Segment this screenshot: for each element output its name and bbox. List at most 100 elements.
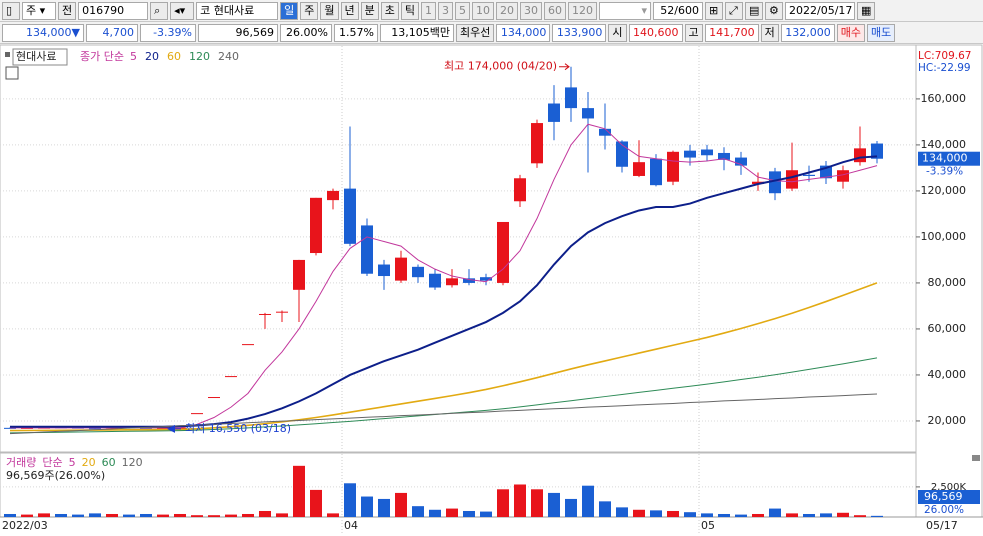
volume-bar — [412, 506, 424, 517]
volume-legend-entry: 5 — [69, 456, 76, 469]
tool-icon[interactable]: ▤ — [745, 1, 763, 20]
candle-body — [582, 108, 594, 119]
tool-icon[interactable]: ⤢ — [725, 1, 743, 20]
volume-title: 거래량 — [6, 456, 36, 469]
candle-body — [446, 278, 458, 286]
volume-bar — [803, 513, 815, 517]
candle-body — [497, 221, 509, 283]
period-button[interactable]: 일 — [280, 1, 299, 20]
legend-icon — [5, 52, 10, 57]
candle-body — [769, 171, 781, 194]
candle-body — [463, 278, 475, 283]
name-box[interactable]: 코 현대사료 — [196, 1, 279, 20]
volume-bar — [361, 496, 373, 517]
sound-button[interactable]: ◂▾ — [170, 1, 195, 20]
volume-ma-label: 단순 — [42, 456, 62, 469]
volume-bar — [786, 513, 798, 517]
count-box[interactable]: 52/600 — [653, 1, 703, 20]
candle-body — [480, 277, 492, 281]
volume-bar — [718, 513, 730, 517]
candle-body — [565, 87, 577, 109]
period-button[interactable]: 틱 — [400, 1, 419, 20]
bid: 133,900 — [552, 23, 607, 42]
legend-entry: 60 — [167, 50, 181, 63]
market-select[interactable]: 주 ▾ — [22, 1, 56, 20]
buy-button[interactable]: 매수 — [836, 23, 865, 42]
period-button[interactable]: 월 — [320, 1, 339, 20]
interval-button[interactable]: 10 — [472, 1, 494, 20]
volume-bar — [633, 509, 645, 517]
sell-button[interactable]: 매도 — [867, 23, 896, 42]
calendar-icon[interactable]: ▦ — [857, 1, 875, 20]
candle-body — [395, 257, 407, 281]
legend-entry: 20 — [145, 50, 159, 63]
toolbar: ▯ 주 ▾ 전 016790 ⌕ ◂▾ 코 현대사료 일 주 월 년 분 초 틱… — [0, 0, 983, 22]
lc-label: LC:709.67 — [918, 50, 971, 62]
low-label: 저 — [760, 23, 779, 42]
volume-bar — [480, 511, 492, 517]
tool-icon[interactable]: ⊞ — [705, 1, 723, 20]
volume-bar — [548, 492, 560, 517]
open-label: 시 — [608, 23, 627, 42]
candle-body — [208, 397, 220, 399]
ask: 134,000 — [496, 23, 551, 42]
candle-body — [140, 427, 152, 429]
candle-body — [412, 266, 424, 278]
search-button[interactable]: ⌕ — [150, 1, 169, 20]
candle-body — [548, 103, 560, 122]
legend-entry: 240 — [218, 50, 239, 63]
change-pct: -3.39% — [140, 23, 196, 42]
candle-body — [871, 143, 883, 159]
interval-select[interactable]: ▾ — [599, 1, 651, 20]
volume-bar — [531, 489, 543, 517]
prev-button[interactable]: 전 — [58, 1, 77, 20]
candle-body — [106, 427, 118, 429]
volume-bar — [378, 498, 390, 517]
market: 주 — [26, 3, 37, 17]
date-box[interactable]: 2022/05/17 — [785, 1, 855, 20]
candle-body — [701, 149, 713, 156]
volume-bar — [208, 515, 220, 517]
volume-bar — [4, 513, 16, 517]
annotation-arrow — [559, 63, 570, 71]
interval-button[interactable]: 5 — [455, 1, 470, 20]
interval-button[interactable]: 20 — [496, 1, 518, 20]
legend-title: 현대사료 — [16, 50, 56, 63]
settings-icon[interactable]: ⚙ — [765, 1, 783, 20]
volume-bar — [650, 510, 662, 517]
period-button[interactable]: 분 — [360, 1, 379, 20]
y-tick-label: 160,000 — [921, 92, 967, 105]
market2: 코 — [200, 3, 211, 17]
interval-button[interactable]: 1 — [421, 1, 436, 20]
interval-button[interactable]: 60 — [544, 1, 566, 20]
period-button[interactable]: 초 — [380, 1, 399, 20]
volume-bar — [72, 514, 84, 517]
annotation: 최저 16,550 (03/18) — [185, 422, 291, 435]
period-button[interactable]: 년 — [340, 1, 359, 20]
period-button[interactable]: 주 — [300, 1, 319, 20]
volume-bar — [769, 508, 781, 517]
axis-panel — [915, 44, 983, 518]
interval-button[interactable]: 30 — [520, 1, 542, 20]
price-panel — [0, 44, 917, 453]
high-label: 고 — [684, 23, 703, 42]
volume-bar — [701, 513, 713, 517]
volume-bar — [344, 483, 356, 517]
candle-body — [293, 259, 305, 290]
legend-entry: 120 — [189, 50, 210, 63]
legend-box — [12, 48, 68, 66]
code-input[interactable]: 016790 — [78, 1, 149, 20]
volume-legend-entry: 60 — [102, 456, 116, 469]
volume-bar — [514, 484, 526, 517]
candle-body — [616, 141, 628, 167]
volume-bar — [276, 513, 288, 517]
volume-bar — [565, 498, 577, 517]
interval-button[interactable]: 3 — [438, 1, 453, 20]
interval-button[interactable]: 120 — [568, 1, 597, 20]
candle-body — [854, 148, 866, 163]
volume-bar — [21, 514, 33, 517]
legend-entry: 5 — [130, 50, 137, 63]
menu-icon[interactable]: ▯ — [2, 1, 20, 20]
low: 132,000 — [780, 23, 835, 42]
volume-bar — [327, 513, 339, 517]
